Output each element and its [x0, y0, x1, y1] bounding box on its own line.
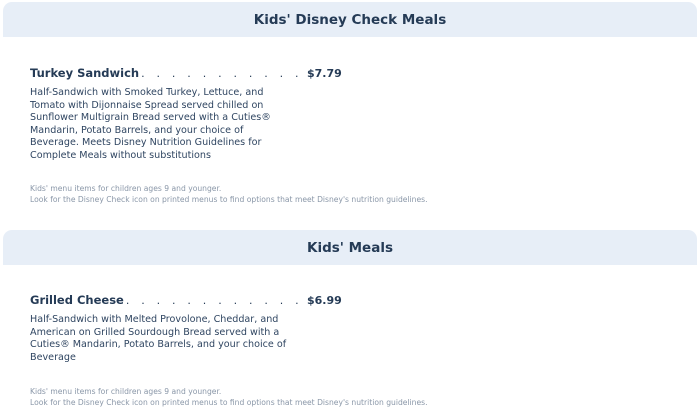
section-header-kids-meals: Kids' Meals [3, 230, 697, 265]
footnote-age: Kids' menu items for children ages 9 and… [30, 387, 222, 396]
footnote-disney-check: Look for the Disney Check icon on printe… [30, 397, 428, 407]
item-price: $7.79 [307, 67, 342, 80]
item-price: $6.99 [307, 294, 342, 307]
item-name-leader: Grilled Cheese . . . . . . . . . . . . .… [30, 293, 298, 307]
footnote: Kids' menu items for children ages 9 and… [30, 184, 428, 205]
menu-item-turkey-sandwich: Turkey Sandwich . . . . . . . . . . . . … [30, 66, 450, 162]
section-header-kids-disney-check-meals: Kids' Disney Check Meals [3, 2, 697, 37]
footnote: Kids' menu items for children ages 9 and… [30, 387, 428, 408]
item-description: Half-Sandwich with Melted Provolone, Che… [30, 314, 287, 363]
footnote-age: Kids' menu items for children ages 9 and… [30, 184, 222, 193]
section-title: Kids' Meals [307, 239, 393, 256]
section-title: Kids' Disney Check Meals [253, 11, 447, 28]
item-name: Turkey Sandwich [30, 66, 140, 80]
menu-item-grilled-cheese: Grilled Cheese . . . . . . . . . . . . .… [30, 293, 450, 364]
item-description: Half-Sandwich with Smoked Turkey, Lettuc… [30, 87, 271, 161]
dot-leader: . . . . . . . . . . . . . . . . . . . . … [141, 67, 298, 80]
item-name-leader: Turkey Sandwich . . . . . . . . . . . . … [30, 66, 298, 80]
item-name: Grilled Cheese [30, 293, 124, 307]
dot-leader: . . . . . . . . . . . . . . . . . . . . … [125, 294, 298, 307]
footnote-disney-check: Look for the Disney Check icon on printe… [30, 194, 428, 204]
